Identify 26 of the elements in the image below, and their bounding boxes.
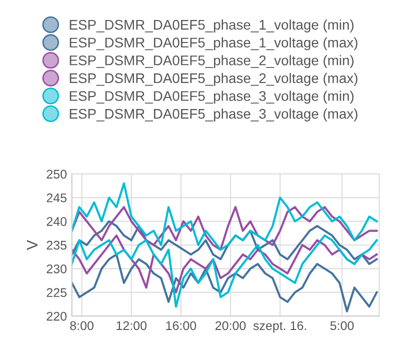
- line-series: [72, 206, 378, 251]
- x-tick-label: 8:00: [70, 321, 94, 330]
- legend-label: ESP_DSMR_DA0EF5_phase_3_voltage (min): [70, 90, 354, 104]
- y-axis-title: V: [26, 240, 38, 250]
- line-series: [72, 220, 378, 265]
- legend-label: ESP_DSMR_DA0EF5_phase_1_voltage (min): [70, 20, 354, 32]
- legend-label: ESP_DSMR_DA0EF5_phase_2_voltage (max): [70, 72, 358, 86]
- x-tick-label: 12:00: [116, 321, 147, 330]
- y-tick-label: 245: [46, 193, 67, 202]
- y-tick-label: 225: [46, 288, 67, 298]
- line-series: [72, 182, 378, 251]
- legend-label: ESP_DSMR_DA0EF5_phase_3_voltage (max): [70, 108, 358, 122]
- line-series: [72, 253, 378, 312]
- y-tick-label: 240: [46, 217, 67, 226]
- line-series: [72, 234, 378, 294]
- legend-label: ESP_DSMR_DA0EF5_phase_2_voltage (min): [70, 55, 354, 68]
- y-tick-label: 250: [46, 170, 67, 179]
- x-tick-label: szept. 16.: [253, 321, 306, 333]
- y-tick-label: 235: [46, 240, 67, 250]
- legend-label: ESP_DSMR_DA0EF5_phase_1_voltage (max): [70, 37, 358, 50]
- y-tick-label: 230: [46, 264, 67, 274]
- x-tick-label: 16:00: [166, 321, 196, 330]
- x-tick-label: 5:00: [330, 321, 354, 330]
- x-tick-label: 20:00: [215, 321, 246, 330]
- line-series: [72, 234, 378, 308]
- y-tick-label: 220: [46, 312, 67, 321]
